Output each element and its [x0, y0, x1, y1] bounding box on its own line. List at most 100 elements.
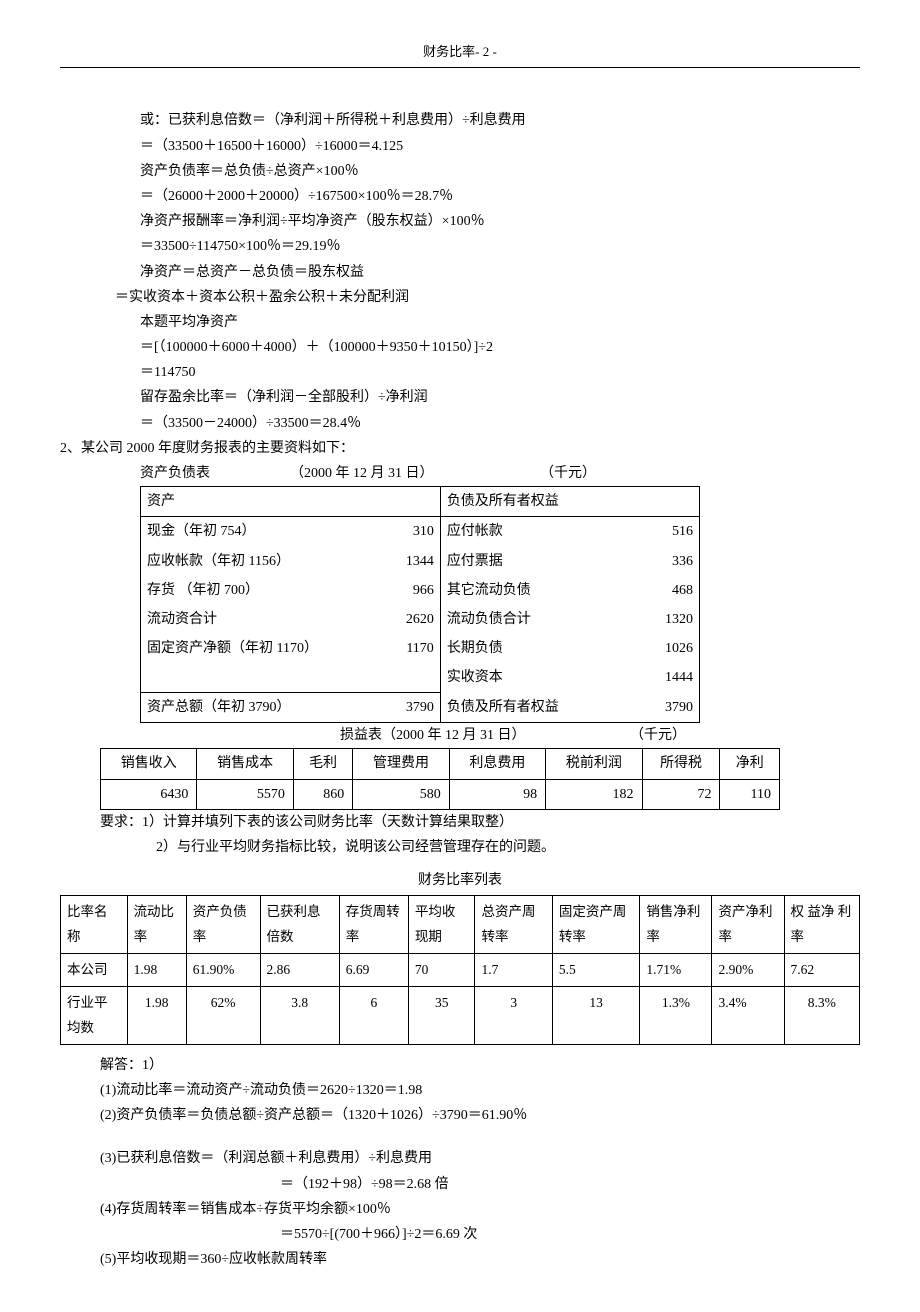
calc-line: ＝33500÷114750×100％＝29.19％ [140, 234, 860, 259]
assets-header: 资产 [141, 487, 367, 517]
company-v: 1.98 [127, 953, 186, 986]
income-h: 利息费用 [449, 749, 545, 779]
asset-val: 310 [367, 517, 441, 547]
calc-line: ＝114750 [140, 360, 860, 385]
calc-line: 或：已获利息倍数＝（净利润＋所得税＋利息费用）÷利息费用 [140, 108, 860, 133]
calc-line: ＝（26000＋2000＋20000）÷167500×100％＝28.7％ [140, 184, 860, 209]
company-label: 本公司 [61, 953, 128, 986]
ratio-h: 总资产周转率 [475, 896, 552, 954]
answer-line: ＝（192＋98）÷98＝2.68 倍 [280, 1172, 860, 1197]
answer-line: (5)平均收现期＝360÷应收帐款周转率 [100, 1247, 860, 1272]
answer-header: 解答：1） [100, 1053, 860, 1078]
income-title-mid: 损益表（2000 年 12 月 31 日） [340, 723, 630, 748]
industry-v: 8.3% [784, 987, 859, 1045]
liab-label: 应付帐款 [440, 517, 625, 547]
calc-line: ＝实收资本＋资本公积＋盈余公积＋未分配利润 [115, 285, 860, 310]
balance-title-left: 资产负债表 [140, 461, 290, 486]
liab-label: 流动负债合计 [440, 605, 625, 634]
ratio-h: 权 益净 利率 [784, 896, 859, 954]
company-v: 6.69 [339, 953, 408, 986]
company-v: 70 [408, 953, 475, 986]
page-header: 财务比率- 2 - [60, 40, 860, 68]
liab-label: 负债及所有者权益 [440, 693, 625, 723]
liab-label: 实收资本 [440, 663, 625, 692]
liab-val: 1026 [626, 634, 700, 663]
asset-label: 资产总额（年初 3790） [141, 693, 367, 723]
balance-sheet-table: 资产 负债及所有者权益 现金（年初 754）310应付帐款516 应收帐款（年初… [140, 486, 700, 723]
income-h: 销售成本 [197, 749, 293, 779]
income-h: 销售收入 [101, 749, 197, 779]
industry-v: 35 [408, 987, 475, 1045]
company-v: 1.71% [640, 953, 712, 986]
ratio-h: 比率名称 [61, 896, 128, 954]
industry-v: 6 [339, 987, 408, 1045]
income-v: 580 [353, 779, 449, 809]
industry-v: 13 [552, 987, 639, 1045]
question-2: 2、某公司 2000 年度财务报表的主要资料如下： [60, 436, 860, 461]
industry-v: 3 [475, 987, 552, 1045]
asset-val: 1344 [367, 547, 441, 576]
calc-line: 净资产＝总资产－总负债＝股东权益 [140, 260, 860, 285]
answer-line: (1)流动比率＝流动资产÷流动负债＝2620÷1320＝1.98 [100, 1078, 860, 1103]
ratio-table: 比率名称 流动比率 资产负债率 已获利息倍数 存货周转率 平均收现期 总资产周转… [60, 895, 860, 1044]
calc-line: ＝[（100000＋6000＋4000）＋（100000＋9350＋10150）… [140, 335, 860, 360]
income-v: 72 [642, 779, 720, 809]
calc-line: 净资产报酬率＝净利润÷平均净资产（股东权益）×100％ [140, 209, 860, 234]
income-title-right: （千元） [630, 723, 686, 748]
industry-label: 行业平均数 [61, 987, 128, 1045]
answer-line: (3)已获利息倍数＝（利润总额＋利息费用）÷利息费用 [100, 1146, 860, 1171]
ratio-h: 资产负债率 [186, 896, 260, 954]
income-v: 6430 [101, 779, 197, 809]
income-h: 毛利 [293, 749, 352, 779]
asset-label: 流动资合计 [141, 605, 367, 634]
asset-val: 966 [367, 576, 441, 605]
asset-val: 3790 [367, 693, 441, 723]
ratio-table-title: 财务比率列表 [60, 868, 860, 893]
liab-label: 长期负债 [440, 634, 625, 663]
asset-label: 存货 （年初 700） [141, 576, 367, 605]
income-title-left [140, 723, 340, 748]
asset-label: 现金（年初 754） [141, 517, 367, 547]
income-h: 管理费用 [353, 749, 449, 779]
industry-v: 62% [186, 987, 260, 1045]
answer-line: (4)存货周转率＝销售成本÷存货平均余额×100％ [100, 1197, 860, 1222]
ratio-h: 流动比率 [127, 896, 186, 954]
answer-line: (2)资产负债率＝负债总额÷资产总额＝（1320＋1026）÷3790＝61.9… [100, 1103, 860, 1128]
liab-header: 负债及所有者权益 [440, 487, 625, 517]
ratio-h: 平均收现期 [408, 896, 475, 954]
liab-val: 1320 [626, 605, 700, 634]
company-v: 1.7 [475, 953, 552, 986]
balance-sheet-title: 资产负债表 （2000 年 12 月 31 日） （千元） [140, 461, 860, 486]
asset-val: 1170 [367, 634, 441, 663]
company-v: 61.90% [186, 953, 260, 986]
income-v: 182 [546, 779, 642, 809]
liab-val: 336 [626, 547, 700, 576]
income-v: 98 [449, 779, 545, 809]
income-v: 860 [293, 779, 352, 809]
income-v: 5570 [197, 779, 293, 809]
industry-v: 1.98 [127, 987, 186, 1045]
income-title: 损益表（2000 年 12 月 31 日） （千元） [140, 723, 860, 748]
company-v: 2.90% [712, 953, 784, 986]
answer-line: ＝5570÷[(700＋966）]÷2＝6.69 次 [280, 1222, 860, 1247]
asset-label: 固定资产净额（年初 1170） [141, 634, 367, 663]
liab-val: 516 [626, 517, 700, 547]
calc-line: 留存盈余比率＝（净利润－全部股利）÷净利润 [140, 385, 860, 410]
balance-title-right: （千元） [540, 461, 596, 486]
company-v: 2.86 [260, 953, 339, 986]
calc-line: ＝（33500－24000）÷33500＝28.4％ [140, 411, 860, 436]
asset-label: 应收帐款（年初 1156） [141, 547, 367, 576]
liab-val: 468 [626, 576, 700, 605]
ratio-h: 已获利息倍数 [260, 896, 339, 954]
liab-label: 其它流动负债 [440, 576, 625, 605]
income-h: 净利 [720, 749, 780, 779]
industry-v: 1.3% [640, 987, 712, 1045]
liab-label: 应付票据 [440, 547, 625, 576]
ratio-h: 固定资产周转率 [552, 896, 639, 954]
industry-v: 3.8 [260, 987, 339, 1045]
blank [367, 487, 441, 517]
balance-title-mid: （2000 年 12 月 31 日） [290, 461, 540, 486]
asset-label [141, 663, 367, 692]
income-table: 销售收入 销售成本 毛利 管理费用 利息费用 税前利润 所得税 净利 6430 … [100, 748, 780, 809]
liab-val: 1444 [626, 663, 700, 692]
